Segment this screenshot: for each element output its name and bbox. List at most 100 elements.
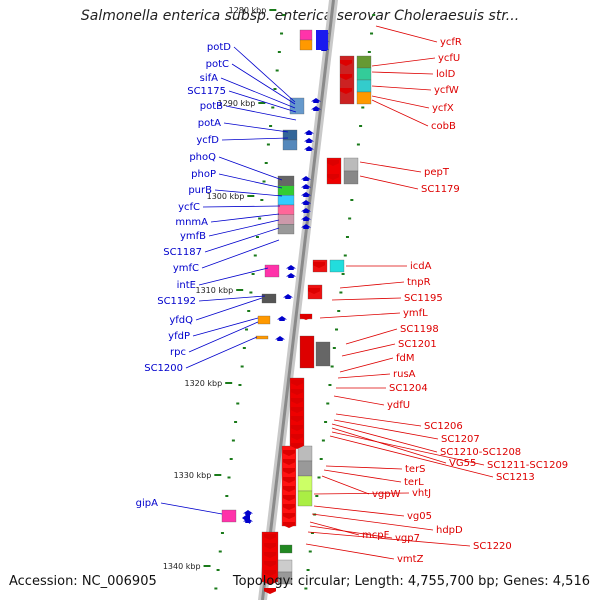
reverse-gene-blocks xyxy=(261,55,372,594)
reverse-gene-arrow xyxy=(264,534,276,540)
reverse-gene-label: ycfW xyxy=(434,85,459,96)
genome-title: Salmonella enterica subsp. enterica sero… xyxy=(80,8,520,24)
backbone-line xyxy=(261,0,335,600)
reverse-leader-line xyxy=(329,435,494,478)
forward-leader-line xyxy=(201,239,280,269)
forward-gene-arrow xyxy=(286,273,296,278)
scale-label: 1320 kbp xyxy=(184,379,222,388)
forward-leader-line xyxy=(185,336,258,369)
reverse-gene-arrow xyxy=(283,459,295,465)
forward-leader-line xyxy=(204,227,280,253)
reverse-leader-line xyxy=(371,57,436,67)
accession-label: Accession: NC_006905 xyxy=(9,574,157,589)
reverse-leader-line xyxy=(331,297,402,301)
forward-gene-label: SC1192 xyxy=(157,296,196,307)
forward-gene-block xyxy=(277,185,295,196)
reverse-leader-line xyxy=(333,419,439,440)
forward-gene-block xyxy=(289,97,305,115)
reverse-gene-arrow xyxy=(291,398,303,404)
forward-gene-block xyxy=(255,335,269,340)
scale-label: 1290 kbp xyxy=(218,99,256,108)
forward-leader-line xyxy=(233,46,296,103)
reverse-gene-block xyxy=(297,445,313,462)
reverse-gene-label: vhtJ xyxy=(412,488,431,499)
reverse-gene-label: lolD xyxy=(436,69,456,80)
reverse-leader-line xyxy=(371,95,430,109)
forward-gene-label: SC1187 xyxy=(163,247,202,258)
reverse-gene-arrow xyxy=(264,579,276,585)
forward-leader-line xyxy=(210,213,280,223)
reverse-leader-line xyxy=(309,521,360,536)
forward-gene-label: potD xyxy=(207,42,231,53)
scale-label: 1280 kbp xyxy=(229,6,267,15)
reverse-gene-label: ycfX xyxy=(432,103,454,114)
forward-gene-block xyxy=(299,29,313,41)
forward-gene-arrow xyxy=(301,184,311,189)
forward-gene-label: potB xyxy=(200,101,223,112)
reverse-gene-block xyxy=(315,341,331,367)
forward-gene-label: SC1200 xyxy=(144,363,183,374)
reverse-leader-line xyxy=(321,475,370,495)
reverse-gene-arrow xyxy=(327,160,339,166)
reverse-gene-arrow xyxy=(340,60,352,66)
reverse-leader-line xyxy=(313,492,410,495)
forward-gene-label: gipA xyxy=(136,498,158,509)
reverse-gene-arrow xyxy=(283,522,295,528)
reverse-gene-arrow xyxy=(291,425,303,431)
reverse-gene-block xyxy=(329,259,345,273)
forward-leader-line xyxy=(160,502,223,515)
reverse-gene-labels: ycfR ycfU lolD ycfW ycfX cobB pepT SC1179 icdA tn… xyxy=(305,25,568,565)
reverse-gene-arrow xyxy=(308,288,320,294)
forward-gene-arrow xyxy=(283,294,293,299)
forward-leader-line xyxy=(198,295,266,302)
reverse-gene-block xyxy=(356,55,372,69)
reverse-gene-block xyxy=(343,157,359,172)
forward-gene-label: ymfC xyxy=(173,263,199,274)
reverse-gene-arrow xyxy=(264,561,276,567)
forward-gene-label: SC1175 xyxy=(187,86,226,97)
forward-gene-block xyxy=(221,509,237,523)
reverse-gene-block xyxy=(277,559,293,573)
forward-gene-label: purB xyxy=(188,185,212,196)
reverse-gene-label: SC1206 xyxy=(424,421,463,432)
reverse-gene-arrow xyxy=(283,495,295,501)
forward-gene-arrow xyxy=(301,176,311,181)
reverse-leader-line xyxy=(323,469,402,483)
reverse-gene-arrow xyxy=(264,543,276,549)
reverse-gene-block xyxy=(297,490,313,507)
forward-gene-arrow xyxy=(301,200,311,205)
reverse-gene-label: terL xyxy=(404,477,424,488)
reverse-gene-label: SC1207 xyxy=(441,434,480,445)
forward-gene-block xyxy=(264,264,280,278)
scale-labels: 1280 kbp 1290 kbp 1300 kbp 1310 kbp 1320 kbp… xyxy=(163,6,277,571)
reverse-leader-line xyxy=(311,513,434,531)
reverse-gene-arrow xyxy=(264,588,276,594)
reverse-leader-line xyxy=(313,505,405,517)
forward-leader-line xyxy=(202,205,281,208)
reverse-gene-arrow xyxy=(313,262,325,268)
reverse-leader-line xyxy=(371,85,432,91)
forward-leader-line xyxy=(218,156,283,181)
reverse-leader-line xyxy=(331,427,447,464)
forward-gene-label: ycfD xyxy=(196,135,219,146)
forward-leader-line xyxy=(214,189,283,197)
reverse-gene-label: SC1198 xyxy=(400,324,439,335)
reverse-gene-label: vmtZ xyxy=(397,554,424,565)
forward-gene-label: sifA xyxy=(200,73,219,84)
forward-gene-label: potA xyxy=(198,118,221,129)
reverse-gene-arrow xyxy=(283,450,295,456)
forward-gene-arrow xyxy=(277,316,287,321)
reverse-gene-arrow xyxy=(283,468,295,474)
reverse-gene-label: ycfU xyxy=(438,53,460,64)
reverse-gene-label: hdpD xyxy=(436,525,463,536)
forward-gene-block xyxy=(299,39,313,51)
forward-leader-line xyxy=(221,137,289,141)
reverse-gene-block xyxy=(297,460,313,477)
reverse-gene-label: icdA xyxy=(410,261,432,272)
forward-gene-label: yfdP xyxy=(168,331,190,342)
reverse-gene-label: SC1201 xyxy=(398,339,437,350)
reverse-gene-label: SC1204 xyxy=(389,383,428,394)
reverse-gene-arrow xyxy=(291,380,303,386)
reverse-gene-arrow xyxy=(264,570,276,576)
